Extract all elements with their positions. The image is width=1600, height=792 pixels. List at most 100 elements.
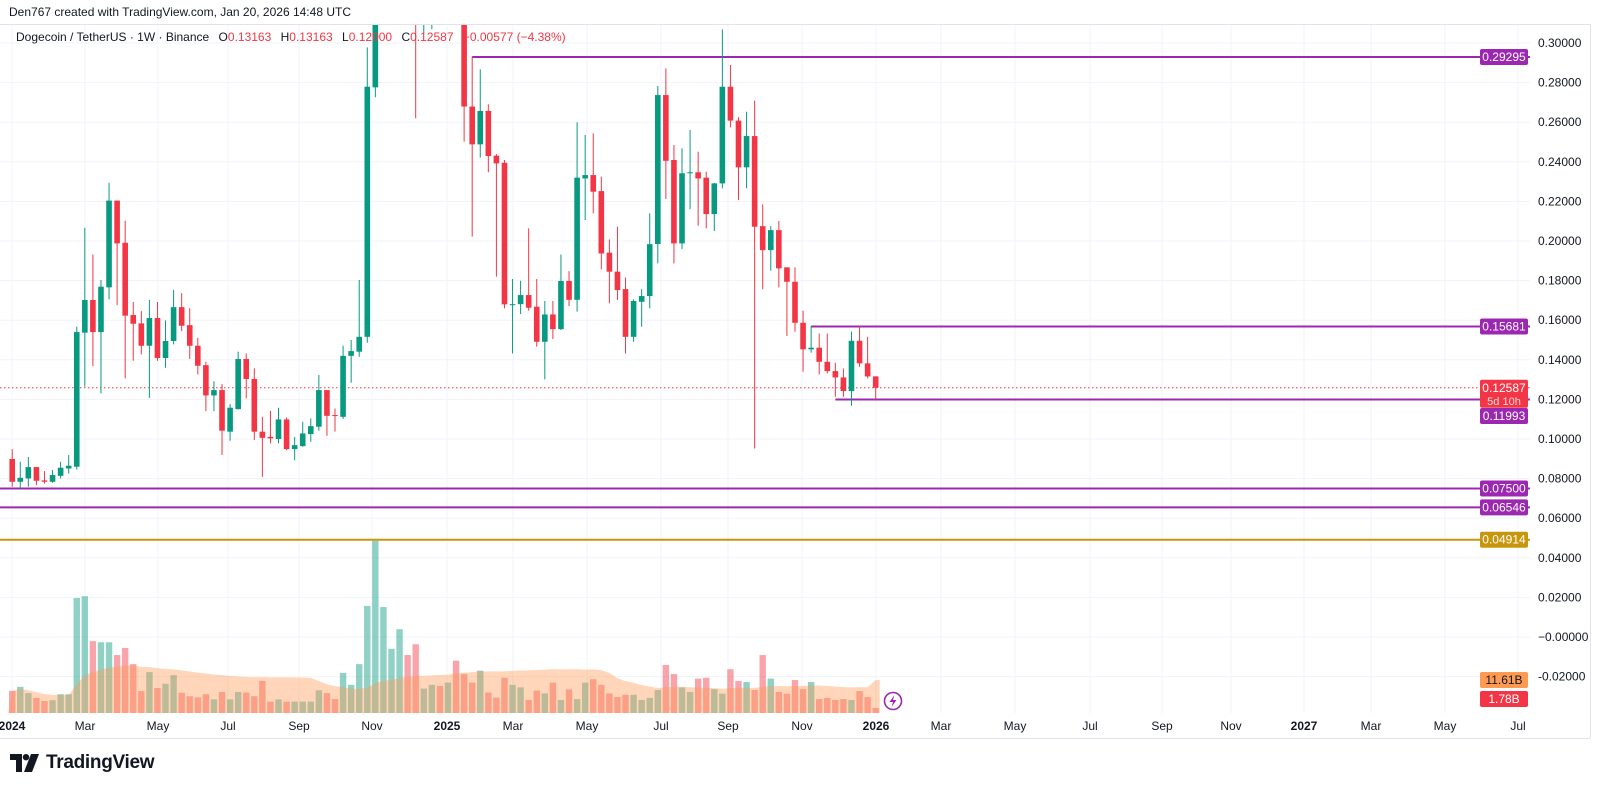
price-axis[interactable]: 0.30000 0.28000 0.26000 0.24000 0.22000 0.200… — [1538, 36, 1589, 684]
time-axis-label[interactable]: Nov — [791, 719, 812, 733]
candle-body — [235, 359, 241, 410]
candle — [154, 301, 161, 361]
time-axis-label[interactable]: Jul — [1082, 719, 1097, 733]
volume-bar — [864, 697, 871, 713]
volume-bar — [33, 697, 40, 713]
price-axis-label[interactable]: 0.30000 — [1538, 36, 1582, 50]
time-axis-label[interactable]: Jul — [1510, 719, 1525, 733]
volume-bar — [549, 682, 557, 713]
candle — [219, 384, 225, 456]
price-axis-label[interactable]: 0.12000 — [1538, 392, 1582, 406]
volume-bar — [105, 642, 113, 713]
candle-body — [687, 172, 693, 174]
volume-bar — [614, 697, 621, 713]
price-axis-label[interactable]: 0.24000 — [1538, 155, 1582, 169]
price-axis-label[interactable]: 0.20000 — [1538, 234, 1582, 248]
price-axis-label[interactable]: 0.18000 — [1538, 274, 1582, 288]
time-axis-label[interactable]: Mar — [931, 719, 952, 733]
bar-countdown: 5d 10h — [1487, 396, 1521, 408]
price-axis-label[interactable]: 0.14000 — [1538, 353, 1582, 367]
candle-body — [767, 230, 774, 251]
time-axis-label[interactable]: 2025 — [434, 719, 461, 733]
volume-bar — [307, 701, 314, 713]
price-axis-label[interactable]: 0.28000 — [1538, 76, 1582, 90]
time-axis-label[interactable]: Sep — [717, 719, 739, 733]
candle — [178, 293, 185, 332]
time-axis-label[interactable]: Mar — [1361, 719, 1382, 733]
volume-bar — [840, 699, 847, 713]
candle-body — [727, 86, 734, 121]
time-axis-label[interactable]: 2026 — [863, 719, 890, 733]
candle-body — [332, 415, 338, 417]
candle-body — [243, 359, 250, 380]
candle-body — [872, 376, 879, 388]
volume-bar — [130, 664, 137, 713]
candle-body — [57, 467, 64, 476]
candle — [727, 64, 734, 128]
time-axis-label[interactable]: May — [1434, 719, 1457, 733]
volume-bar — [694, 678, 702, 713]
candle-body — [65, 465, 72, 469]
price-axis-label[interactable]: 0.22000 — [1538, 194, 1582, 208]
open-label: O — [218, 30, 228, 44]
candle-body — [82, 300, 88, 333]
price-axis-label[interactable]: 0.16000 — [1538, 313, 1582, 327]
time-axis-label[interactable]: Sep — [1151, 719, 1173, 733]
time-axis-label[interactable]: May — [147, 719, 170, 733]
volume-ma-label: 11.61B — [1485, 673, 1522, 687]
price-axis-label[interactable]: 0.08000 — [1538, 472, 1582, 486]
candle — [590, 133, 597, 214]
time-axis-label[interactable]: Mar — [75, 719, 96, 733]
time-axis[interactable]: 2024 Mar May Jul Sep Nov 2025 Mar May Jul Sep Nov 20… — [0, 719, 1526, 733]
volume-bar — [218, 691, 226, 713]
price-axis-label[interactable]: 0.04000 — [1538, 551, 1582, 565]
candle — [784, 267, 790, 337]
candle — [703, 171, 710, 229]
lightning-icon[interactable] — [883, 691, 903, 711]
price-axis-label[interactable]: 0.06000 — [1538, 511, 1582, 525]
candle-body — [267, 436, 274, 439]
candle — [291, 436, 298, 461]
candle-body — [735, 120, 742, 168]
candle — [33, 467, 40, 486]
time-axis-label[interactable]: 2024 — [0, 719, 26, 733]
volume-bar — [41, 701, 48, 713]
time-axis-label[interactable]: Jul — [220, 719, 235, 733]
price-axis-label[interactable]: 0.02000 — [1538, 590, 1582, 604]
candle-body — [598, 191, 605, 254]
price-axis-label[interactable]: 0.10000 — [1538, 432, 1582, 446]
time-axis-label[interactable]: 2027 — [1291, 719, 1318, 733]
time-axis-label[interactable]: Jul — [653, 719, 668, 733]
time-axis-label[interactable]: Nov — [1220, 719, 1241, 733]
candle — [114, 200, 120, 306]
volume-bar — [73, 597, 80, 713]
candle — [630, 299, 637, 342]
volume-bar — [807, 682, 815, 713]
candle — [687, 129, 693, 210]
price-axis-label[interactable]: 0.26000 — [1538, 115, 1582, 129]
volume-bar — [799, 689, 807, 713]
time-axis-label[interactable]: May — [1004, 719, 1027, 733]
time-axis-label[interactable]: Mar — [503, 719, 524, 733]
volume-bar — [178, 692, 185, 713]
level-label-box — [1480, 480, 1528, 497]
tradingview-logo-text: TradingView — [46, 752, 155, 773]
candle — [372, 25, 379, 98]
symbol-title[interactable]: Dogecoin / TetherUS · 1W · Binance — [16, 30, 210, 44]
candle-body — [816, 347, 822, 362]
price-axis-label[interactable]: −0.00000 — [1538, 630, 1589, 644]
horizontal-levels[interactable] — [0, 55, 1530, 541]
volume-bar — [186, 696, 193, 713]
time-axis-label[interactable]: Nov — [361, 719, 382, 733]
candle — [415, 25, 417, 119]
candle-body — [195, 345, 201, 366]
time-axis-label[interactable]: May — [576, 719, 599, 733]
volume-bar — [170, 675, 177, 713]
symbol-legend[interactable]: Dogecoin / TetherUS · 1W · Binance O0.13… — [16, 30, 566, 44]
candle-body — [211, 390, 217, 396]
price-axis-label[interactable]: -0.02000 — [1538, 670, 1586, 684]
time-axis-label[interactable]: Sep — [288, 719, 310, 733]
tradingview-logo[interactable]: TradingView — [10, 752, 155, 774]
candle-body — [638, 296, 645, 302]
